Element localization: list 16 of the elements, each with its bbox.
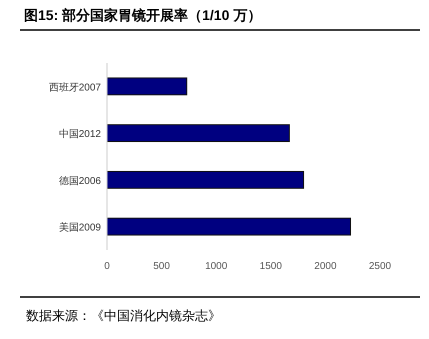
y-tick-label: 中国2012 — [58, 128, 102, 140]
chart-title: 图15: 部分国家胃镜开展率（1/10 万） — [24, 7, 262, 23]
x-tick-label: 1500 — [260, 261, 282, 272]
x-tick-label: 0 — [104, 261, 110, 272]
source-note: 数据来源：《中国消化内镜杂志》 — [26, 308, 221, 323]
y-tick-label: 德国2006 — [58, 176, 102, 187]
bar — [106, 124, 290, 142]
x-tick-label: 1000 — [205, 261, 228, 272]
y-tick-label: 美国2009 — [58, 222, 102, 234]
bar — [106, 218, 352, 236]
x-tick-label: 500 — [153, 261, 170, 272]
bar — [106, 170, 304, 189]
x-tick-label: 2000 — [314, 261, 337, 272]
y-tick-label: 西班牙2007 — [48, 81, 102, 94]
bar — [106, 77, 188, 96]
x-tick-label: 2500 — [368, 261, 392, 272]
